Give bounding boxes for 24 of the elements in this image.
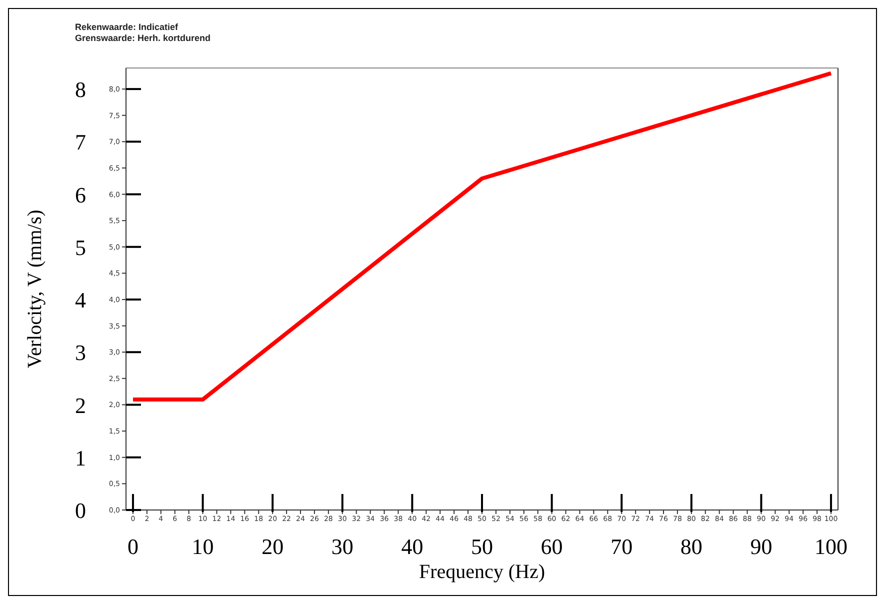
- y-tick-label: 4: [75, 288, 86, 313]
- text: Grenswaarde: Herh. kortdurend: [75, 33, 211, 44]
- x-tick-label: 60: [540, 534, 563, 559]
- x-axis-title: Frequency (Hz): [418, 561, 546, 583]
- y-tick-label: 1: [75, 445, 86, 470]
- x-tick-label: 90: [750, 534, 772, 559]
- x-tick-label: 50: [471, 534, 493, 559]
- y-axis-title: Verlocity, V (mm/s): [24, 210, 46, 368]
- x-tick-label: 70: [610, 534, 633, 559]
- x-tick-label: 80: [680, 534, 702, 559]
- x-tick-label: 30: [331, 534, 354, 559]
- y-tick-label: 0: [75, 498, 86, 523]
- x-tick-label: 20: [262, 534, 284, 559]
- y-tick-label: 5: [75, 234, 86, 260]
- y-tick-label: 6: [75, 182, 86, 208]
- y-tick-label: 7: [75, 130, 86, 155]
- x-tick-label: 40: [401, 534, 424, 559]
- y-tick-label: 2: [75, 392, 86, 418]
- y-tick-label: 3: [75, 340, 86, 366]
- x-tick-label: 10: [192, 534, 214, 559]
- text: Rekenwaarde: Indicatief: [75, 22, 180, 33]
- y-tick-label: 8: [75, 77, 86, 102]
- x-tick-label: 0: [127, 534, 138, 559]
- x-tick-label: 100: [814, 534, 848, 559]
